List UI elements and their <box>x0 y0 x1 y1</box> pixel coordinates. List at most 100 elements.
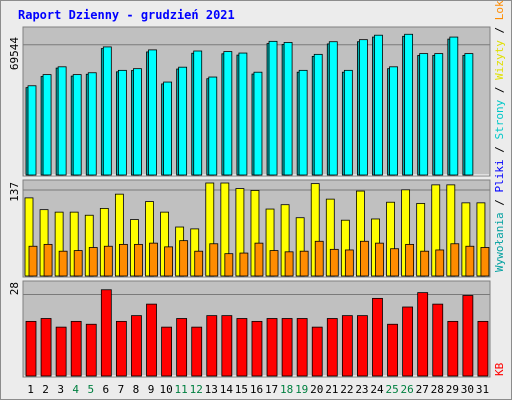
right-legend: Wywołania / Pliki / Strony / Wizyty / Lo… <box>493 0 506 272</box>
x-tick-label-day-26: 26 <box>401 383 414 396</box>
bar-kb-day-11 <box>176 318 188 377</box>
x-tick-label-day-3: 3 <box>57 383 64 396</box>
panel-middle-scale-label: 137 <box>8 182 21 202</box>
x-tick-label-day-1: 1 <box>27 383 34 396</box>
bar-kb-day-15 <box>236 318 248 377</box>
bar-wywolania-day-12 <box>193 50 203 176</box>
bar-wywolania-day-23 <box>359 39 368 176</box>
bar-kb-day-28 <box>432 303 444 377</box>
bar-kb-day-6 <box>100 289 112 377</box>
x-tick-label-day-7: 7 <box>118 383 125 396</box>
bar-wywolania-day-27 <box>419 53 429 176</box>
bar-lokalizacje-day-17 <box>269 250 279 277</box>
x-tick-label-day-14: 14 <box>220 383 234 396</box>
x-tick-label-day-10: 10 <box>159 383 172 396</box>
bar-lokalizacje-day-30 <box>465 245 475 277</box>
bar-wywolania-day-20 <box>313 53 323 176</box>
bar-kb-day-19 <box>296 318 308 377</box>
bar-wywolania-day-30 <box>464 53 474 176</box>
legend-item-8: Lokalizacje <box>493 0 506 20</box>
legend-item-2: Pliki <box>493 159 506 192</box>
bar-lokalizacje-day-11 <box>179 240 189 277</box>
x-tick-label-day-18: 18 <box>280 383 293 396</box>
bar-wywolania-day-17 <box>268 40 278 176</box>
bar-kb-day-16 <box>251 320 263 377</box>
bar-wywolania-day-3 <box>57 66 67 176</box>
x-tick-label-day-9: 9 <box>148 383 155 396</box>
bar-kb-day-14 <box>221 315 233 377</box>
bar-kb-day-13 <box>206 315 218 377</box>
bar-lokalizacje-day-14 <box>224 253 234 277</box>
x-tick-label-day-31: 31 <box>476 383 489 396</box>
bar-wywolania-day-29 <box>449 36 459 176</box>
bar-lokalizacje-day-6 <box>103 245 113 277</box>
bar-kb-day-24 <box>372 297 383 377</box>
bar-wywolania-day-4 <box>72 74 82 176</box>
bar-lokalizacje-day-22 <box>344 249 354 277</box>
bar-wywolania-day-1 <box>27 85 37 176</box>
bar-kb-day-27 <box>417 292 429 377</box>
bar-kb-day-20 <box>311 326 323 377</box>
x-tick-label-day-13: 13 <box>205 383 218 396</box>
bar-kb-day-21 <box>326 318 338 377</box>
bar-lokalizacje-day-1 <box>28 245 38 277</box>
legend-item-7: / <box>493 20 506 40</box>
bar-kb-day-25 <box>387 323 398 377</box>
bar-kb-day-3 <box>55 326 67 377</box>
legend-item-5: / <box>493 80 506 100</box>
x-tick-label-day-30: 30 <box>461 383 474 396</box>
bar-wywolania-day-15 <box>238 52 248 176</box>
panel-bottom-scale-label: 28 <box>8 282 21 295</box>
bar-lokalizacje-day-18 <box>284 251 294 277</box>
bar-kb-day-10 <box>161 326 172 377</box>
bar-wywolania-day-6 <box>102 46 112 176</box>
x-tick-label-day-20: 20 <box>310 383 323 396</box>
bar-wywolania-day-26 <box>404 33 414 176</box>
bar-lokalizacje-day-7 <box>118 243 128 277</box>
bar-lokalizacje-day-15 <box>239 252 249 277</box>
bar-lokalizacje-day-9 <box>149 242 158 277</box>
bar-kb-day-8 <box>131 315 142 377</box>
bar-lokalizacje-day-19 <box>299 250 309 277</box>
right-legend-kb: KB <box>493 362 506 376</box>
bar-wywolania-day-24 <box>374 34 383 176</box>
bar-kb-day-30 <box>462 295 474 377</box>
bar-wywolania-day-11 <box>178 66 188 176</box>
bar-lokalizacje-day-12 <box>194 250 204 277</box>
bar-kb-day-4 <box>70 320 82 377</box>
bar-wywolania-day-10 <box>163 81 172 176</box>
bar-lokalizacje-day-16 <box>254 242 264 277</box>
bar-lokalizacje-day-2 <box>43 243 53 277</box>
x-tick-label-day-16: 16 <box>250 383 263 396</box>
bar-kb-day-26 <box>402 306 414 377</box>
bar-kb-day-31 <box>477 320 489 377</box>
bar-lokalizacje-day-27 <box>420 250 430 277</box>
x-tick-label-day-19: 19 <box>295 383 308 396</box>
x-tick-label-day-6: 6 <box>103 383 110 396</box>
x-tick-label-day-25: 25 <box>385 383 398 396</box>
bar-lokalizacje-day-8 <box>134 243 143 277</box>
bar-wywolania-day-18 <box>283 42 293 176</box>
x-tick-label-day-2: 2 <box>42 383 49 396</box>
bar-lokalizacje-day-26 <box>405 243 415 277</box>
bar-lokalizacje-day-31 <box>480 247 490 277</box>
bar-kb-day-2 <box>40 318 52 377</box>
bar-kb-day-29 <box>447 320 459 377</box>
x-tick-label-day-4: 4 <box>72 383 79 396</box>
bar-kb-day-18 <box>281 318 293 377</box>
legend-item-0: Wywołania <box>493 212 506 272</box>
bar-lokalizacje-day-29 <box>450 243 460 277</box>
legend-item-4: Strony <box>493 99 506 139</box>
bar-lokalizacje-day-5 <box>88 247 98 277</box>
x-tick-label-day-8: 8 <box>133 383 140 396</box>
bar-lokalizacje-day-28 <box>435 249 445 277</box>
bar-lokalizacje-day-13 <box>209 243 219 277</box>
bar-lokalizacje-day-25 <box>390 248 399 277</box>
x-tick-label-day-28: 28 <box>431 383 444 396</box>
bar-lokalizacje-day-20 <box>314 240 324 277</box>
bar-lokalizacje-day-3 <box>58 250 68 277</box>
panel-top-scale-label: 69544 <box>8 37 21 70</box>
bar-kb-day-22 <box>341 315 353 377</box>
bar-lokalizacje-day-10 <box>164 246 173 277</box>
